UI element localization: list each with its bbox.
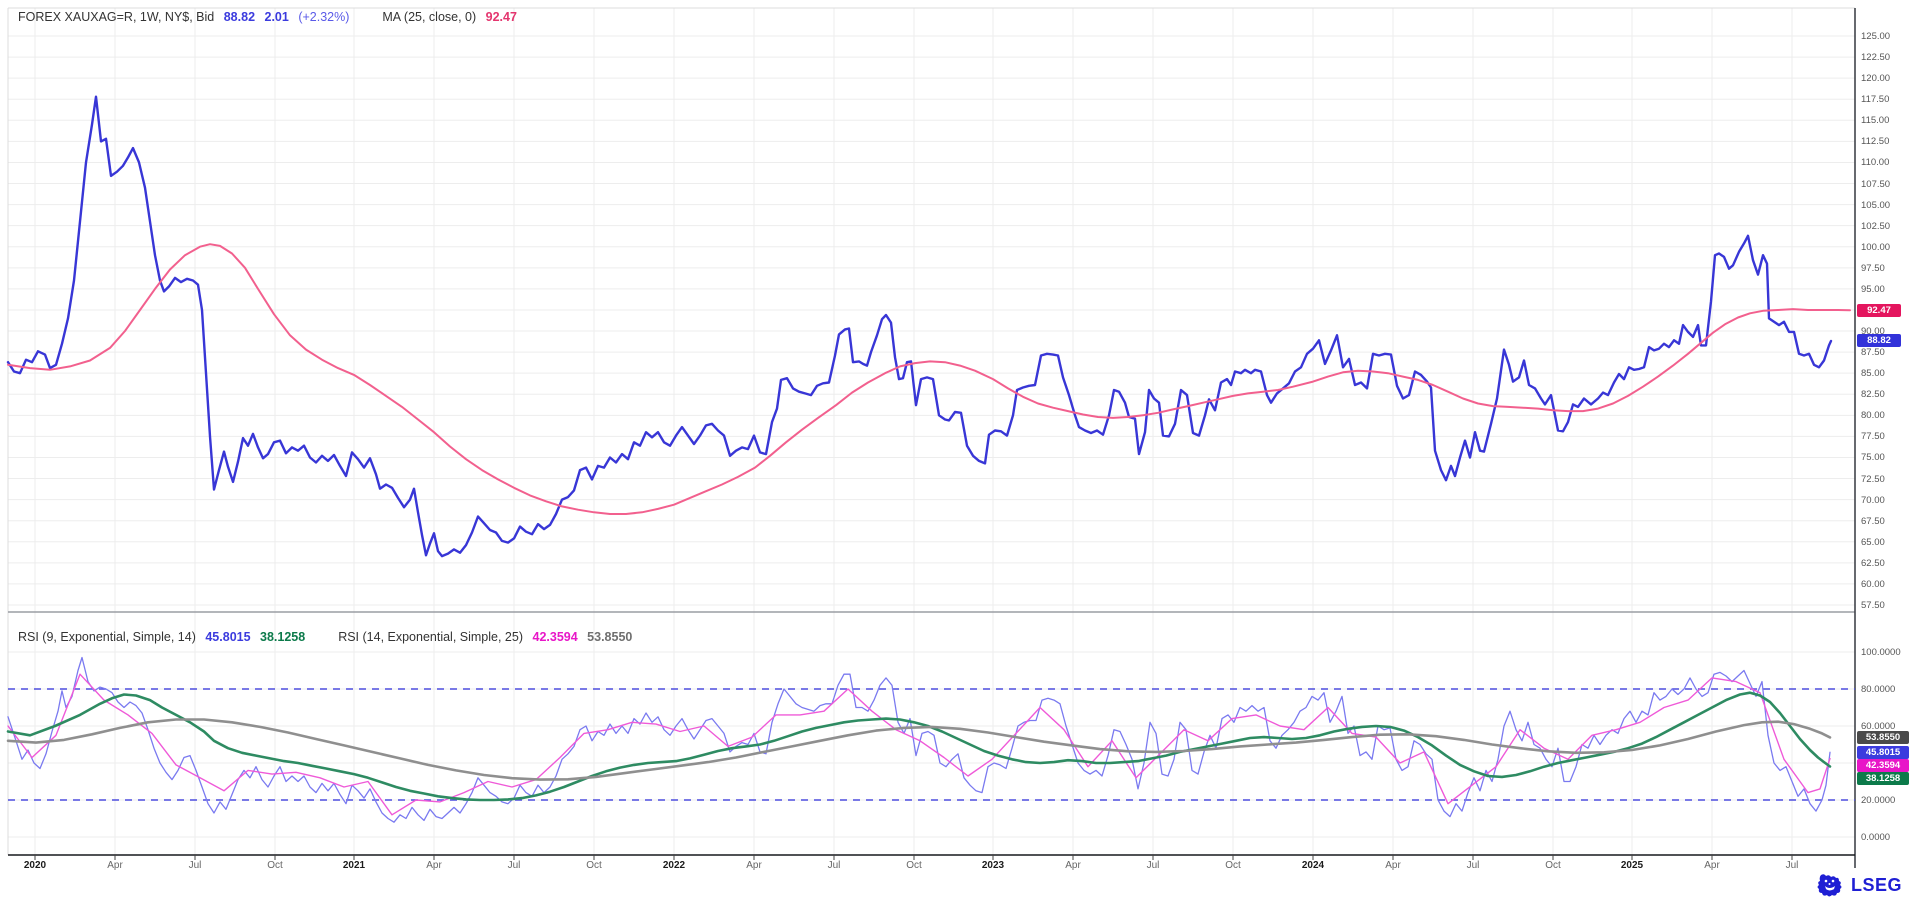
- rsi14-signal-value: 53.8550: [587, 630, 633, 644]
- price-axis-label: 65.00: [1861, 536, 1885, 548]
- last-badge: 88.82: [1857, 334, 1901, 348]
- rsi-axis-label: 80.0000: [1861, 684, 1896, 695]
- xauxag-r-bid-line: [6, 95, 1833, 558]
- x-axis-year-label[interactable]: 2023: [981, 860, 1005, 871]
- rsi9-value: 45.8015: [205, 630, 251, 644]
- x-axis-month-label[interactable]: Apr: [1065, 860, 1081, 871]
- rsi-axis-label: 100.0000: [1861, 647, 1901, 658]
- price-axis-label: 90.00: [1861, 326, 1885, 338]
- ma-25--line: [7, 243, 1851, 515]
- rsi-9-signal-14-sma--line: [6, 691, 1832, 802]
- price-axis-label: 105.00: [1861, 199, 1891, 211]
- x-axis-month-label[interactable]: Jul: [1146, 860, 1160, 871]
- rsi14_signal-badge: 53.8550: [1857, 730, 1909, 744]
- x-axis-year-label[interactable]: 2020: [23, 860, 47, 871]
- lseg-crest-icon: [1817, 874, 1842, 897]
- price-axis-label: 62.50: [1861, 557, 1885, 569]
- rsi14-value: 42.3594: [532, 630, 578, 644]
- x-axis-month-label[interactable]: Apr: [107, 860, 123, 871]
- x-axis-month-label[interactable]: Apr: [426, 860, 442, 871]
- price-axis-label: 115.00: [1861, 115, 1890, 127]
- price-axis-label: 67.50: [1861, 515, 1885, 527]
- rsi-14-signal-25-sma--line: [6, 718, 1832, 781]
- x-axis-year-label[interactable]: 2025: [1620, 860, 1644, 871]
- price-axis-label: 72.50: [1861, 473, 1885, 485]
- ma-value: 92.47: [485, 10, 517, 24]
- price-axis-label: 97.50: [1861, 262, 1885, 274]
- ma-legend-label[interactable]: MA (25, close, 0): [382, 10, 477, 24]
- price-change-value: 2.01: [264, 10, 289, 24]
- x-axis-month-label[interactable]: Apr: [1704, 860, 1720, 871]
- x-axis-month-label[interactable]: Jul: [507, 860, 521, 871]
- x-axis-year-label[interactable]: 2022: [662, 860, 686, 871]
- price-axis-label: 80.00: [1861, 410, 1885, 422]
- rsi9-legend-label[interactable]: RSI (9, Exponential, Simple, 14): [18, 630, 196, 644]
- price-axis-label: 102.50: [1861, 220, 1891, 232]
- last-price-value: 88.82: [223, 10, 256, 24]
- x-axis-year-label[interactable]: 2021: [342, 860, 366, 871]
- price-axis-label: 57.50: [1861, 600, 1885, 611]
- rsi-axis-label: 60.0000: [1861, 721, 1896, 732]
- price-axis-label: 75.00: [1861, 452, 1885, 464]
- price-axis-label: 95.00: [1861, 283, 1885, 295]
- instrument-title: FOREX XAUXAG=R, 1W, NY$, Bid: [18, 10, 215, 24]
- x-axis-month-label[interactable]: Oct: [267, 860, 283, 871]
- lseg-logo: LSEG: [1815, 872, 1902, 898]
- lseg-logo-text: LSEG: [1850, 874, 1902, 895]
- price-axis-label: 70.00: [1861, 494, 1885, 506]
- x-axis-month-label[interactable]: Jul: [1466, 860, 1480, 871]
- price-axis-label: 117.50: [1861, 94, 1890, 106]
- rsi-axis-label: 0.0000: [1861, 832, 1891, 843]
- price-axis-label: 110.00: [1861, 157, 1890, 169]
- x-axis-month-label[interactable]: Oct: [1225, 860, 1241, 871]
- x-axis-month-label[interactable]: Jul: [188, 860, 202, 871]
- price-axis-label: 120.00: [1861, 73, 1891, 85]
- price-axis-label: 85.00: [1861, 368, 1885, 380]
- x-axis-month-label[interactable]: Apr: [746, 860, 762, 871]
- rsi-legend: RSI (9, Exponential, Simple, 14) 45.8015…: [18, 630, 638, 644]
- rsi-axis-label: 20.0000: [1861, 795, 1896, 806]
- price-axis-label: 82.50: [1861, 389, 1885, 401]
- rsi9-signal-value: 38.1258: [260, 630, 306, 644]
- price-legend: FOREX XAUXAG=R, 1W, NY$, Bid 88.82 2.01 …: [18, 10, 523, 24]
- ma-badge: 92.47: [1857, 303, 1901, 317]
- x-axis-month-label[interactable]: Oct: [906, 860, 922, 871]
- x-axis-month-label[interactable]: Apr: [1385, 860, 1401, 871]
- price-axis-label: 87.50: [1861, 347, 1885, 359]
- x-axis-month-label[interactable]: Oct: [1545, 860, 1561, 871]
- price-axis-label: 100.00: [1861, 241, 1891, 253]
- price-axis-label: 77.50: [1861, 431, 1885, 443]
- rsi9-badge: 45.8015: [1857, 745, 1909, 759]
- rsi14-legend-label[interactable]: RSI (14, Exponential, Simple, 25): [338, 630, 524, 644]
- price-axis-label: 112.50: [1861, 136, 1890, 148]
- rsi-9-line: [7, 656, 1831, 823]
- price-axis-label: 122.50: [1861, 52, 1891, 64]
- x-axis-year-label[interactable]: 2024: [1301, 860, 1325, 871]
- x-axis-month-label[interactable]: Jul: [827, 860, 841, 871]
- price-change-pct: (+2.32%): [298, 10, 350, 24]
- x-axis-month-label[interactable]: Jul: [1785, 860, 1799, 871]
- x-axis-month-label[interactable]: Oct: [586, 860, 602, 871]
- price-axis-label: 60.00: [1861, 578, 1885, 590]
- price-axis-label: 107.50: [1861, 178, 1891, 190]
- rsi14-badge: 42.3594: [1857, 758, 1909, 772]
- price-axis-label: 125.00: [1861, 31, 1891, 42]
- rsi9_signal-badge: 38.1258: [1857, 771, 1909, 785]
